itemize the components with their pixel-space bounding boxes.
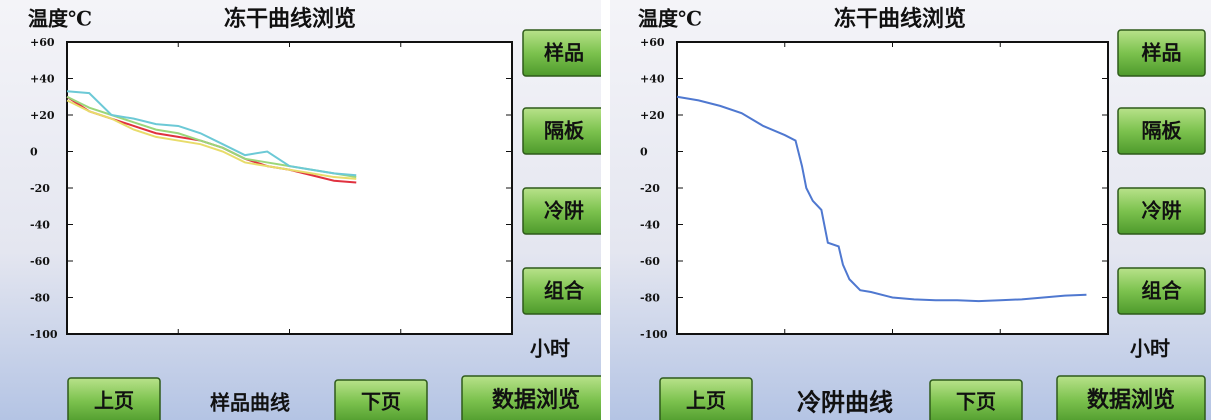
button[interactable]: 样品	[1117, 29, 1206, 77]
curve-name: 冷阱曲线	[797, 388, 893, 417]
button[interactable]: 上页	[67, 377, 161, 420]
y-tick-label: +60	[640, 36, 665, 49]
button-face	[1117, 29, 1206, 77]
y-tick-label: +40	[30, 73, 55, 86]
button-face	[929, 379, 1023, 420]
y-tick-label: -20	[640, 182, 660, 195]
button-label: 冷阱	[544, 199, 584, 223]
y-tick-label: 0	[30, 146, 38, 159]
button-label: 数据浏览	[492, 387, 580, 413]
button-face	[334, 379, 428, 420]
button-face	[67, 377, 161, 420]
plot-area	[66, 41, 513, 335]
button-label: 下页	[361, 390, 401, 414]
y-tick-label: -20	[30, 182, 50, 195]
button-label: 数据浏览	[1087, 387, 1175, 413]
button-label: 隔板	[544, 119, 585, 143]
button-label: 组合	[544, 279, 585, 303]
button-label: 样品	[1142, 41, 1182, 65]
y-axis-label: 温度℃	[28, 7, 92, 31]
button[interactable]: 隔板	[522, 107, 606, 155]
button[interactable]: 下页	[929, 379, 1023, 420]
y-axis-label: 温度℃	[638, 7, 702, 31]
button-label: 隔板	[1142, 119, 1183, 143]
button-face	[1056, 375, 1206, 420]
button-label: 下页	[956, 390, 996, 414]
curve-name: 样品曲线	[210, 391, 290, 415]
y-tick-label: -60	[30, 255, 50, 268]
x-axis-label: 小时	[530, 337, 570, 361]
x-axis-label: 小时	[1130, 337, 1170, 361]
data-line	[676, 95, 1087, 303]
button[interactable]: 组合	[522, 267, 606, 315]
button-label: 样品	[544, 41, 584, 65]
button[interactable]: 数据浏览	[461, 375, 611, 420]
button[interactable]: 样品	[522, 29, 606, 77]
button-label: 冷阱	[1142, 199, 1182, 223]
y-tick-label: +20	[30, 109, 55, 122]
button-label: 上页	[686, 389, 726, 413]
button-label: 上页	[94, 389, 134, 413]
panel-title: 冻干曲线浏览	[224, 6, 356, 32]
y-tick-label: -80	[30, 292, 50, 305]
button-face	[1117, 267, 1206, 315]
button-face	[1117, 187, 1206, 235]
y-tick-label: 0	[640, 146, 648, 159]
y-tick-label: -60	[640, 255, 660, 268]
panel-title: 冻干曲线浏览	[834, 6, 966, 32]
y-tick-label: -80	[640, 292, 660, 305]
button[interactable]: 隔板	[1117, 107, 1206, 155]
y-tick-label: +40	[640, 73, 665, 86]
data-line	[66, 99, 357, 180]
y-tick-label: -100	[30, 328, 58, 341]
button-face	[1117, 107, 1206, 155]
panel-divider	[601, 0, 610, 420]
button[interactable]: 数据浏览	[1056, 375, 1206, 420]
y-tick-label: +60	[30, 36, 55, 49]
button[interactable]: 冷阱	[1117, 187, 1206, 235]
plot-area	[676, 41, 1109, 335]
y-tick-label: -40	[640, 219, 660, 232]
button[interactable]: 组合	[1117, 267, 1206, 315]
y-tick-label: -40	[30, 219, 50, 232]
button-label: 组合	[1142, 279, 1183, 303]
button-face	[659, 377, 753, 420]
y-tick-label: -100	[640, 328, 668, 341]
button[interactable]: 下页	[334, 379, 428, 420]
button[interactable]: 上页	[659, 377, 753, 420]
data-line	[66, 90, 357, 177]
y-tick-label: +20	[640, 109, 665, 122]
button[interactable]: 冷阱	[522, 187, 606, 235]
